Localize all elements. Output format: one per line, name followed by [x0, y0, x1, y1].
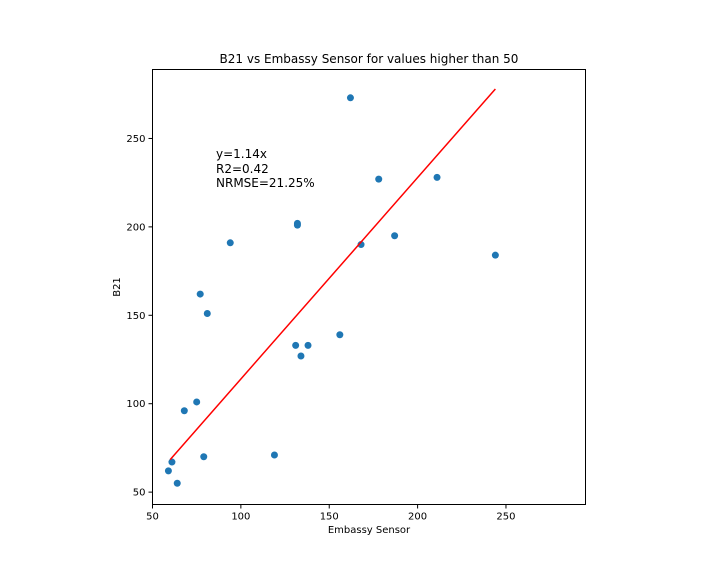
y-tick-label: 250 — [126, 134, 145, 145]
x-tick-label: 250 — [496, 512, 515, 523]
x-tick-label: 200 — [408, 512, 427, 523]
data-point — [491, 251, 499, 259]
annotation-equation: y=1.14x — [216, 147, 267, 161]
data-point — [375, 175, 383, 183]
data-point — [297, 352, 305, 360]
y-tick-label: 200 — [126, 222, 145, 233]
data-point — [173, 479, 181, 487]
x-tick-label: 50 — [146, 512, 159, 523]
data-point — [180, 407, 188, 415]
plot-frame — [152, 69, 586, 505]
y-axis-label: B21 — [112, 277, 123, 297]
y-tick-label: 150 — [126, 311, 145, 322]
annotation-r2: R2=0.42 — [216, 162, 269, 176]
data-point — [193, 398, 201, 406]
data-point — [293, 219, 301, 227]
data-point — [200, 453, 208, 461]
data-point — [391, 232, 399, 240]
data-point — [346, 94, 354, 102]
data-point — [203, 310, 211, 318]
data-point — [196, 290, 204, 298]
data-point — [292, 341, 300, 349]
data-point — [336, 331, 344, 339]
data-point — [164, 467, 172, 475]
data-point — [168, 458, 176, 466]
data-point — [357, 241, 365, 249]
x-tick-label: 150 — [320, 512, 339, 523]
chart-title: B21 vs Embassy Sensor for values higher … — [220, 52, 519, 66]
x-tick-label: 100 — [231, 512, 250, 523]
data-point — [433, 173, 441, 181]
x-axis-label: Embassy Sensor — [328, 525, 411, 536]
data-point — [304, 341, 312, 349]
data-point — [226, 239, 234, 247]
x-axis-ticks: 50 100 150 200 250 — [146, 504, 516, 523]
y-tick-label: 100 — [126, 399, 145, 410]
regression-line — [169, 88, 496, 461]
annotation-nrmse: NRMSE=21.25% — [216, 176, 315, 190]
y-axis-ticks: 50 100 150 200 250 — [126, 134, 153, 499]
data-point — [270, 451, 278, 459]
y-tick-label: 50 — [133, 488, 146, 499]
data-points — [164, 94, 499, 487]
